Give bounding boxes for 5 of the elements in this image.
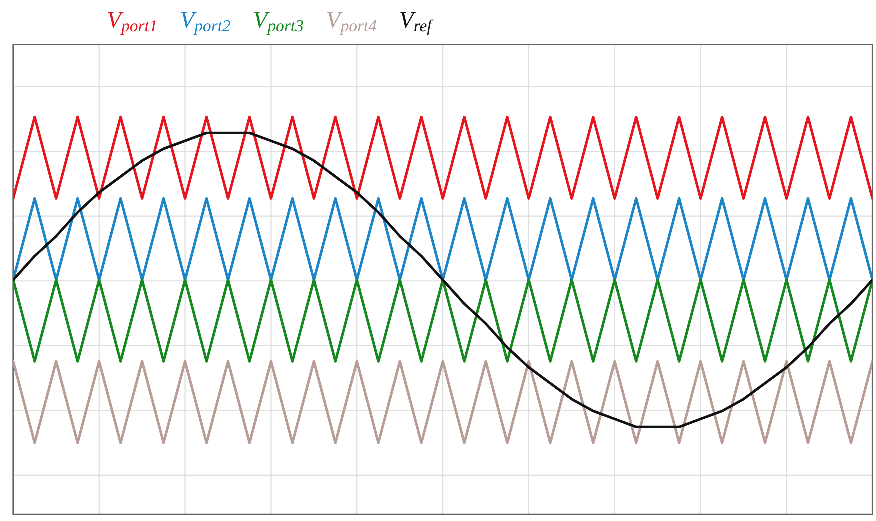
text: V$_{port2}$ (181, 12, 230, 35)
text: V$_{port3}$ (254, 12, 304, 35)
text: V$_{ref}$ (400, 12, 434, 35)
text: V$_{port4}$ (327, 12, 377, 35)
text: V$_{port1}$ (108, 12, 156, 35)
